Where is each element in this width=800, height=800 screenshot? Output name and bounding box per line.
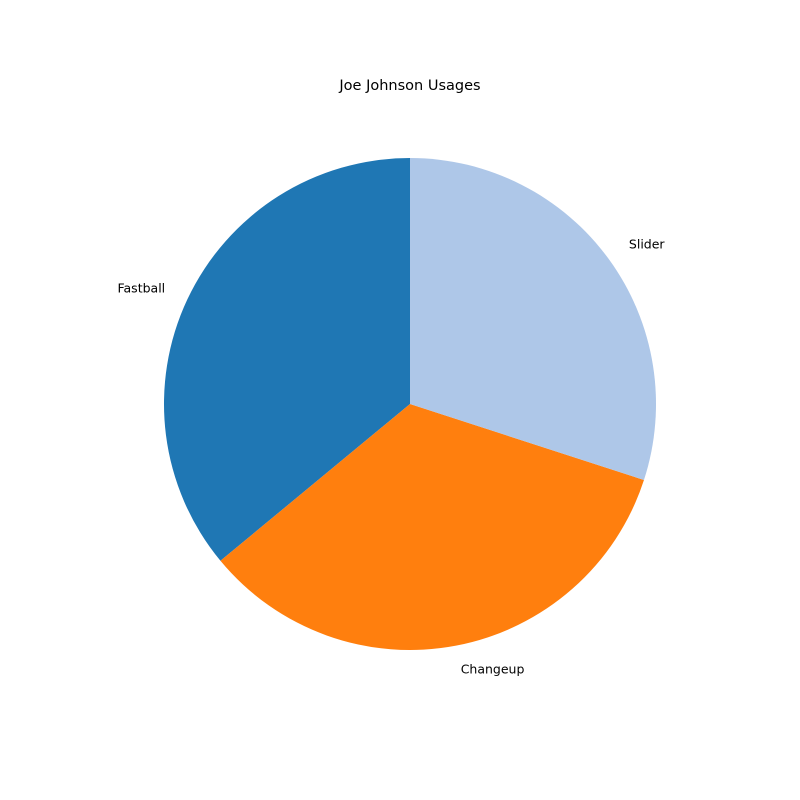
pie-slices <box>163 158 657 651</box>
chart-title: Joe Johnson Usages <box>338 78 480 94</box>
pie-slice-changeup <box>220 404 644 651</box>
pie-slice-slider <box>410 158 657 481</box>
slice-label-slider: Slider <box>629 236 666 251</box>
pie-slice-fastball <box>163 158 410 561</box>
slice-label-fastball: Fastball <box>117 280 165 295</box>
slice-label-changeup: Changeup <box>461 661 525 676</box>
pie-slice-labels: Fastball Changeup Slider <box>117 236 665 676</box>
